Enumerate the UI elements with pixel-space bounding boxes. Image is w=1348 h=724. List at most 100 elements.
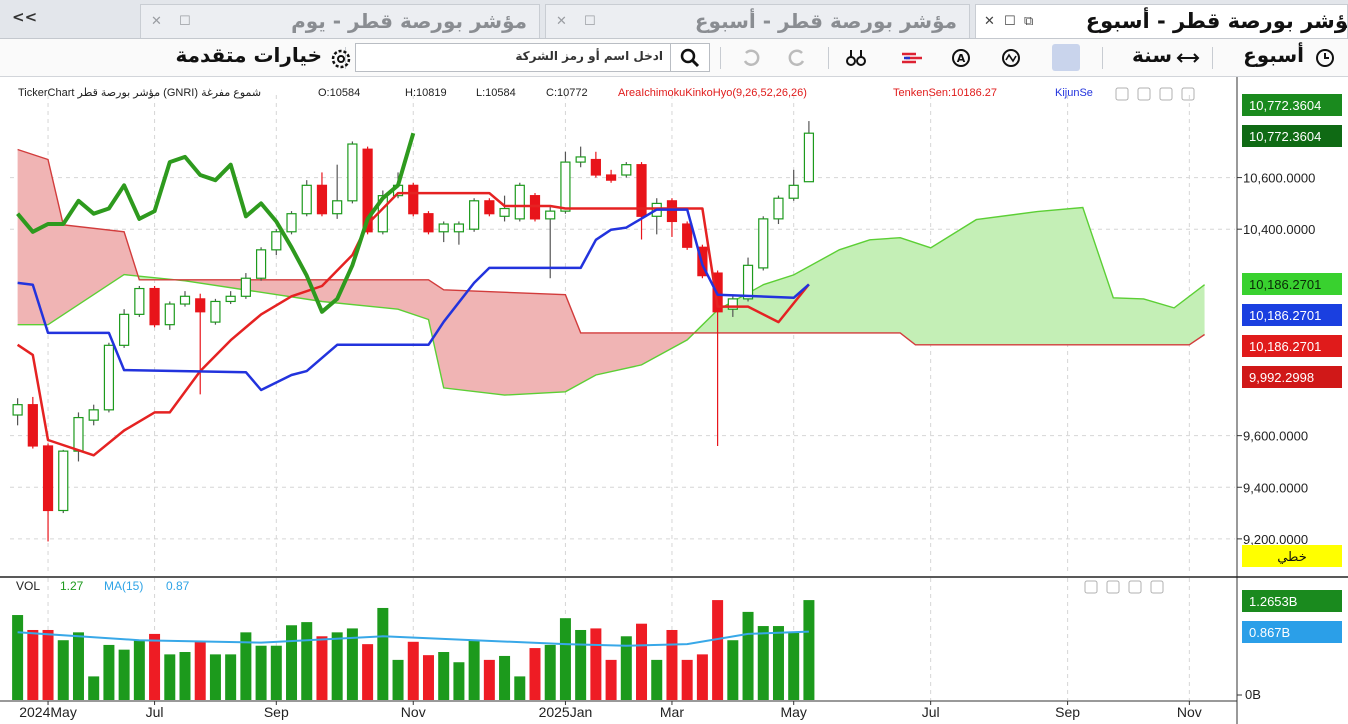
volume-bar (27, 629, 39, 700)
value-box-label: 0.867B (1249, 625, 1290, 640)
candle-body (301, 184, 312, 215)
value-box (1242, 125, 1342, 147)
redo-icon[interactable] (786, 47, 808, 69)
candle-body (423, 213, 434, 233)
volume-bar (803, 600, 815, 700)
volume-bar (12, 615, 24, 700)
tab[interactable]: ✕ ☐ مؤشر بورصة قطر - أسبوع (545, 4, 970, 38)
value-box (1242, 304, 1342, 326)
gear-icon (331, 49, 351, 69)
volume-bar (346, 628, 358, 700)
volume-bar (286, 625, 298, 700)
collapse-tabs[interactable]: << (12, 8, 38, 26)
candle-body (210, 300, 221, 323)
volume-bar (72, 632, 84, 700)
tab[interactable]: ✕ ☐ مؤشر بورصة قطر - يوم (140, 4, 540, 38)
volume-bar (620, 636, 632, 700)
separator (1102, 47, 1103, 69)
maximize-icon[interactable]: ☐ (179, 14, 191, 29)
close-icon[interactable]: ✕ (984, 14, 995, 29)
volume-bar (772, 626, 784, 700)
candle-body (408, 184, 419, 215)
value-box (1242, 273, 1342, 295)
candle-body (58, 450, 69, 512)
indicator-line (17, 208, 810, 392)
x-tick-label: Nov (1177, 704, 1202, 720)
detach-icon[interactable]: ⧉ (1024, 14, 1034, 29)
volume-bar (438, 652, 450, 700)
draw-tool[interactable] (1052, 44, 1080, 71)
info-text: TickerChart مؤشر بورصة قطر (GNRI) شموع م… (18, 87, 261, 99)
volume-bar (407, 641, 419, 700)
x-tick-label: Sep (1055, 704, 1080, 720)
maximize-icon[interactable]: ☐ (584, 14, 596, 29)
indicator-icon[interactable] (1000, 47, 1022, 69)
candle-body (499, 207, 510, 217)
svg-text:A: A (957, 52, 966, 65)
panel-control (1106, 580, 1120, 594)
separator (828, 47, 829, 69)
search-icon[interactable] (670, 44, 709, 71)
ma-label: MA(15) (104, 579, 143, 593)
candle-body (453, 223, 465, 233)
candle-body (636, 164, 647, 217)
info-text: O:10584 (318, 87, 360, 99)
maximize-icon[interactable]: ☐ (1004, 14, 1016, 29)
volume-bar (757, 626, 769, 700)
search-box[interactable]: ادخل اسم أو رمز الشركة (355, 43, 710, 72)
x-tick-label: May (780, 704, 806, 720)
volume-bar (453, 662, 465, 700)
volume-bar (88, 676, 100, 700)
volume-bar (392, 659, 404, 700)
value-box (1242, 545, 1342, 567)
candle-body (529, 195, 541, 220)
candle-body (73, 416, 84, 452)
volume-value: 1.27 (60, 579, 84, 593)
volume-bar (742, 611, 754, 700)
tab-bar: << ✕ ☐ مؤشر بورصة قطر - يوم ✕ ☐ مؤشر بور… (0, 0, 1348, 39)
indicator-line (16, 132, 416, 314)
panel-control (1137, 87, 1151, 101)
candle-body (240, 277, 251, 297)
volume-bar (225, 654, 237, 700)
candle-body (164, 303, 175, 326)
info-text: L:10584 (476, 87, 516, 99)
binoculars-icon[interactable] (845, 47, 867, 69)
volume-bar (727, 640, 739, 700)
advanced-options[interactable]: خيارات متقدمة (175, 43, 322, 67)
panel-control (1128, 580, 1142, 594)
x-tick-label: Mar (660, 704, 684, 720)
ma-line (17, 630, 809, 647)
volume-bar (651, 659, 663, 700)
info-text: KijunSe (1055, 87, 1093, 99)
close-icon[interactable]: ✕ (151, 14, 162, 29)
candle-body (149, 287, 160, 326)
candle-body (42, 445, 54, 512)
close-icon[interactable]: ✕ (556, 14, 567, 29)
axis-panel (1237, 76, 1348, 724)
volume-bar (499, 655, 511, 700)
volume-bar (666, 629, 678, 700)
candle-body (788, 184, 799, 199)
period-button[interactable]: أسبوع (1243, 43, 1304, 67)
alert-icon[interactable]: A (950, 47, 972, 69)
volume-bar (362, 644, 374, 700)
candle-body (560, 161, 571, 212)
tab-active[interactable]: ✕ ☐ ⧉ مؤشر بورصة قطر - أسبوع (975, 4, 1348, 38)
candle-body (119, 313, 130, 346)
undo-icon[interactable] (740, 47, 762, 69)
volume-bar (179, 652, 191, 700)
volume-bar (605, 659, 617, 700)
candle-body (682, 223, 693, 248)
candle-body (332, 200, 343, 215)
info-text: C:10772 (546, 87, 588, 99)
range-button[interactable]: سنة (1132, 43, 1172, 67)
panel-control (1084, 580, 1098, 594)
value-box-label: 10,186.2701 (1249, 339, 1321, 354)
value-box (1242, 590, 1342, 612)
compare-icon[interactable] (900, 48, 924, 68)
x-tick-label: Jul (922, 704, 940, 720)
candle-body (666, 200, 678, 223)
volume-bar (377, 607, 389, 700)
separator (345, 47, 346, 69)
